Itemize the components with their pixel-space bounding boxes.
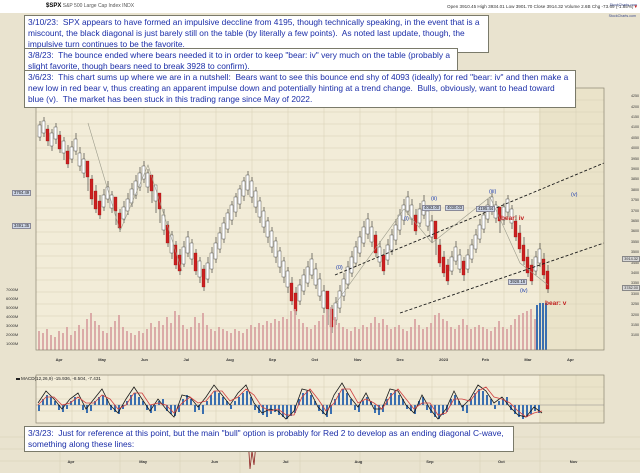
x-axis-month-label: Oct [311,357,318,362]
price-axis-label: 3250 [631,302,639,307]
blue-iv-label: (iv) [520,288,528,294]
price-axis-label: 3500 [631,250,639,255]
macd-panel-header: MACD(12,26,9) -15.936, -8.504, -7.431 [16,376,101,381]
price-axis-label: 4050 [631,135,639,140]
price-candlesticks [37,117,550,333]
x-axis-month-label: Aug [226,357,234,362]
chart-canvas[interactable] [0,13,640,473]
price-axis-label: 3350 [631,281,639,286]
x-axis-month-label: Apr [55,357,63,362]
x-axis-month-label: Apr [567,357,574,362]
price-axis-label: 3600 [631,229,639,234]
price-tag-4030: 4030.03 [445,205,465,212]
price-axis-label: 3950 [631,156,639,161]
volume-axis-label: 5000M [6,305,19,310]
stockcharts-credit: StockCharts.com [609,3,637,7]
volume-axis-label: 4000M [6,314,19,319]
price-tag-3764: 3764.49 [12,190,32,197]
price-tag-3928: 3928.16 [508,279,528,286]
price-tag-3491: 3491.35 [12,223,32,230]
bottom-x-axis-month-label: Nov [569,459,578,464]
price-axis-label: 3100 [631,333,639,338]
bottom-x-axis-month-label: Aug [354,459,363,464]
bottom-x-axis-month-label: Oct [498,459,505,464]
bottom-x-axis-month-label: Sep [426,459,434,464]
price-axis-label: 4150 [631,115,639,119]
price-vertical-gridlines [71,88,577,350]
price-axis-current-label: 3914.32 [622,256,640,262]
price-axis-label: 3650 [631,219,639,223]
ticker-symbol[interactable]: $SPX [46,3,62,9]
x-axis-month-label: May [98,357,107,362]
annotation-note-3-6-23: 3/6/23: This chart sums up where we are … [24,70,576,108]
bear-v-label: bear: v [545,300,567,307]
blue-iii-label: (iii) [489,189,497,195]
volume-axis-label: 3000M [6,323,19,328]
upper-diagonal-line [334,162,605,276]
bottom-x-axis-month-label: Jun [211,459,219,464]
price-axis-label: 3150 [631,323,639,327]
blue-v-label: (v) [571,192,578,198]
volume-axis-label: 1000M [6,341,19,346]
x-axis-month-label: Mar [524,357,532,362]
x-axis-month-label: 2023 [439,357,449,362]
price-gridlines [36,99,604,329]
price-axis-label: 4100 [631,125,639,130]
price-axis-label: 4200 [631,104,639,109]
price-axis-label: 4250 [631,94,639,99]
price-axis-label: 3550 [631,239,639,244]
bottom-x-axis-month-label: Apr [67,459,75,464]
x-axis-month-label: Feb [481,357,489,362]
annotation-note-3-3-23: 3/3/23: Just for reference at this point… [24,426,514,453]
price-axis-label: 4000 [631,146,639,151]
volume-bars [38,303,547,350]
blue-zero-label: (0) [336,265,343,271]
quote-bar: $SPX S&P 500 Large Cap Index INDX Open 3… [0,0,640,13]
price-axis-label: 3700 [631,208,639,213]
macd-swatch [16,377,20,380]
wave-connectors [87,122,549,304]
trend-channel-lines [334,162,605,314]
x-axis-month-label: Jul [183,357,190,362]
price-tag-4195: 4195.44 [476,206,496,213]
x-axis-month-label: Dec [396,357,404,362]
volume-axis-label: 7000M [6,287,19,292]
lower-diagonal-line [399,242,605,314]
price-axis-label: 3800 [631,187,639,192]
price-axis-label: 3450 [631,260,639,265]
x-axis-month-label: Nov [353,357,362,362]
blue-i-label: (i) [404,216,409,222]
bottom-x-axis-month-label: Jul [282,459,289,464]
macd-series [36,382,604,420]
volume-axis-label: 2000M [6,332,19,337]
quote-stats: Open 3910.45 High 3934.01 Low 3901.70 Cl… [447,0,638,13]
x-axis-month-label: Jun [140,357,148,362]
down-arrow-icon: ▼ [633,4,638,9]
price-axis-label: 3200 [631,312,639,317]
price-axis-label: 3750 [631,198,639,203]
price-tag-4093: 4093.00 [422,205,442,212]
macd-header-text: MACD(12,26,9) -15.936, -8.504, -7.431 [21,376,101,381]
macd-signal-line [37,386,543,418]
chart-area[interactable]: $SPX (60 min) 3914.32 Volume 2,619,738,9… [0,13,640,473]
volume-axis-label: 6000M [6,296,19,301]
bear-iv-label: bear: iv [501,215,525,222]
price-axis-label: 3400 [631,271,639,275]
annotation-note-3-10-23: 3/10/23: SPX appears to have formed an i… [24,15,489,53]
price-axis-label: 3850 [631,177,639,182]
price-axis-label: 3300 [631,291,639,296]
price-axis-current-label: 3782.00 [622,285,640,291]
ticker-name: S&P 500 Large Cap Index INDX [62,3,135,9]
quote-stats-text: Open 3910.45 High 3934.01 Low 3901.70 Cl… [447,4,634,9]
x-axis-month-label: Sep [268,357,277,362]
chart-credit: StockCharts.com [608,14,636,18]
blue-ii-label: (ii) [431,196,438,202]
price-axis-label: 3900 [631,167,639,171]
bottom-x-axis-month-label: May [139,459,148,464]
